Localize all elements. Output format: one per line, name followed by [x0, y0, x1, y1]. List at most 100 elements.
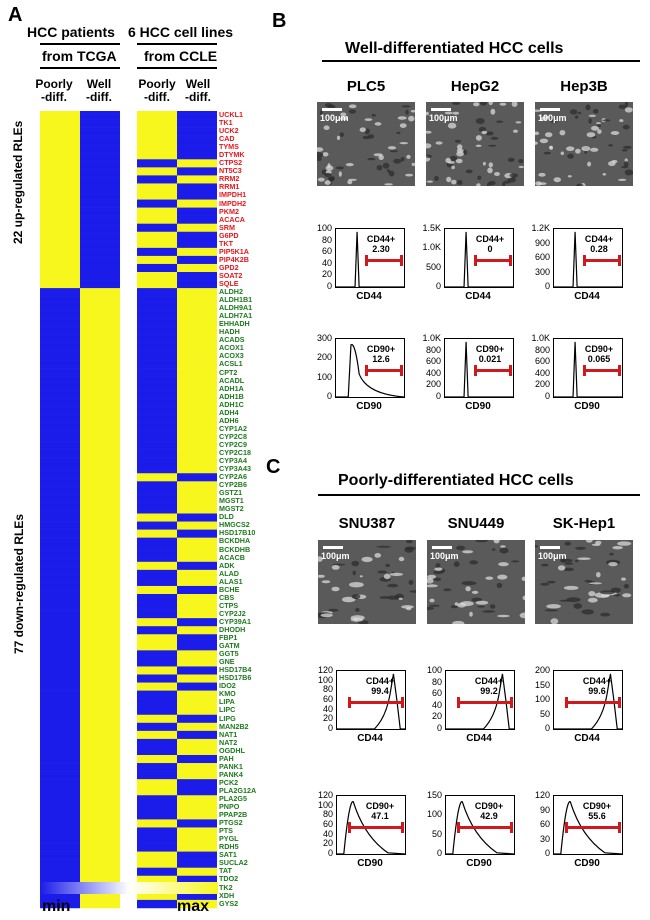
panel-b-letter: B	[272, 10, 287, 32]
scale-label: 100μm	[429, 113, 458, 123]
gene-label: ALDH9A1	[219, 303, 253, 313]
heatmap-cell	[40, 513, 80, 522]
heatmap-cell	[177, 843, 217, 852]
heatmap-cell	[80, 441, 120, 450]
colorbar-min-label: min	[42, 898, 71, 915]
heatmap-cell	[137, 738, 177, 748]
gene-label: BCHE	[219, 584, 240, 594]
heatmap-cell	[177, 755, 217, 764]
gene-label: PIP4K2B	[219, 254, 249, 264]
heatmap-cell	[137, 449, 177, 458]
heatmap-cell	[80, 521, 120, 530]
gene-label: ACACA	[219, 214, 245, 224]
tcga-poorly-header: Poorly -diff.	[35, 77, 73, 104]
heatmap-cell	[40, 320, 80, 329]
heatmap-cell	[177, 610, 217, 619]
heatmap-cell	[177, 682, 217, 691]
microscopy-image: 100μm	[317, 102, 415, 186]
heatmap-cell	[137, 183, 177, 192]
gene-label: ACACB	[219, 552, 245, 562]
heatmap-cell	[137, 505, 177, 514]
heatmap-cell	[177, 255, 217, 265]
heatmap-cell	[177, 875, 217, 885]
heatmap-cell	[40, 738, 80, 748]
heatmap-cell	[40, 175, 80, 184]
heatmap-cell	[80, 513, 120, 522]
tcga-well-header: Well -diff.	[86, 77, 112, 104]
gene-label: PYGL	[219, 834, 239, 844]
heatmap-cell	[80, 851, 120, 860]
heatmap-cell	[137, 119, 177, 128]
heatmap-cell	[40, 529, 80, 538]
gene-label: DHODH	[219, 625, 246, 634]
heatmap-cell	[177, 618, 217, 627]
gene-label: ACOX3	[219, 351, 244, 361]
heatmap-cell	[137, 602, 177, 611]
heatmap-cell	[80, 795, 120, 804]
colorbar-max-label: max	[177, 898, 210, 915]
heatmap-cell	[177, 151, 217, 160]
heatmap-cell	[80, 424, 120, 434]
y-tick-label: 90	[539, 804, 550, 815]
heatmap-cell	[40, 360, 80, 369]
y-tick-label: 100	[426, 809, 442, 820]
heatmap-cell	[137, 585, 177, 595]
cd90-histogram	[335, 338, 405, 398]
cell-texture	[426, 102, 524, 186]
heatmap-cell	[40, 424, 80, 434]
gene-label: GATM	[219, 641, 240, 651]
heatmap-cell	[137, 835, 177, 844]
scale-bar	[431, 108, 451, 111]
x-axis-label: CD90	[356, 401, 382, 412]
y-tick-label: 0	[544, 848, 550, 858]
gene-label: UCK2	[219, 126, 239, 136]
heatmap-cell	[137, 755, 177, 764]
heatmap-cell	[40, 457, 80, 466]
heatmap-cell	[177, 553, 217, 563]
heatmap-cell	[177, 304, 217, 313]
scale-label: 100μm	[321, 551, 350, 561]
y-tick-label: 120	[317, 665, 333, 675]
heatmap-cell	[137, 827, 177, 836]
gene-label: HMGCS2	[219, 520, 250, 530]
tcga-group-title: HCC patients	[27, 24, 115, 40]
heatmap-cell	[40, 851, 80, 860]
heatmap-cell	[177, 296, 217, 305]
heatmap-cell	[177, 473, 217, 482]
gene-label: ADH1C	[219, 399, 244, 409]
y-tick-label: 600	[534, 252, 550, 262]
heatmap-cell	[137, 135, 177, 144]
gene-label: PTGS2	[219, 818, 243, 828]
heatmap-cell	[177, 247, 217, 257]
histogram-curve	[554, 673, 622, 730]
heatmap-cell	[40, 384, 80, 394]
y-tick-label: 300	[534, 266, 550, 277]
heatmap-cell	[177, 738, 217, 748]
heatmap-cell	[177, 344, 217, 353]
y-tick-label: 100	[426, 665, 442, 675]
gate-label: CD44+ 0.28	[584, 234, 614, 254]
heatmap-cell	[80, 763, 120, 772]
heatmap-cell	[137, 529, 177, 538]
cell-line-name: PLC5	[346, 78, 386, 95]
gene-label: ADH6	[219, 415, 239, 425]
heatmap-cell	[40, 263, 80, 273]
heatmap-cell	[137, 561, 177, 571]
y-tick-label: 80	[431, 676, 442, 687]
heatmap-cell	[177, 859, 217, 868]
scale-bar	[432, 546, 452, 549]
y-tick-label: 20	[322, 838, 333, 849]
heatmap-cell	[80, 746, 120, 756]
x-axis-label: CD44	[357, 733, 383, 744]
heatmap-cell	[177, 722, 217, 732]
ccle-group-subtitle: from CCLE	[144, 48, 218, 64]
heatmap-cell	[137, 513, 177, 522]
y-tick-label: 120	[317, 790, 333, 800]
heatmap-cell	[80, 738, 120, 748]
heatmap-cell	[137, 433, 177, 442]
heatmap-cell	[80, 408, 120, 418]
heatmap-cell	[40, 569, 80, 579]
gene-label: DTYMK	[219, 150, 245, 160]
gene-label: PNPO	[219, 802, 240, 812]
gene-label: ACADS	[219, 335, 245, 345]
